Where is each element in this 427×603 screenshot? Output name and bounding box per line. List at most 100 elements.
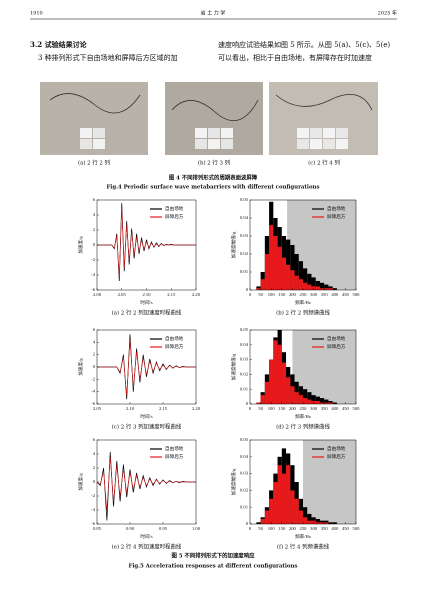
spectrum-bar: [260, 279, 265, 290]
spectrum-bar: [264, 381, 270, 404]
y-tick-label: 0.04: [240, 342, 249, 347]
y-tick-label: 0.03: [240, 233, 249, 238]
journal-name: 岩 土 力 学: [201, 10, 226, 17]
spectrum-bar: [260, 518, 265, 524]
x-tick-label: 300: [310, 526, 318, 531]
spectrum-bar: [303, 507, 308, 524]
shaded-region: [303, 440, 356, 524]
spectrum-bar: [307, 399, 312, 404]
y-tick-label: 0: [246, 401, 249, 406]
spectrum-bar: [290, 270, 295, 290]
y-tick-label: 6: [93, 437, 96, 442]
x-tick-label: 100: [268, 526, 276, 531]
x-tick-label: 200: [289, 406, 297, 411]
y-axis-label: 加速度幅值/g: [230, 231, 237, 258]
spectrum-bar: [303, 268, 308, 290]
x-tick-label: 0: [249, 406, 252, 411]
x-tick-label: 200: [289, 292, 297, 297]
y-tick-label: -4: [91, 507, 96, 512]
x-tick-label: 250: [300, 406, 308, 411]
legend-label: 自由场地: [165, 205, 184, 212]
y-tick-label: 0.01: [240, 269, 249, 274]
spectrum-bar: [315, 286, 320, 290]
spectrum-bar: [315, 401, 320, 404]
x-axis-label: 时间/s: [140, 299, 152, 306]
y-tick-label: 0.01: [240, 386, 249, 391]
y-tick-label: 2: [93, 352, 96, 357]
spectrum-bar: [269, 225, 274, 290]
x-tick-label: 2.05: [93, 406, 102, 411]
x-tick-label: 400: [331, 526, 339, 531]
x-tick-label: 400: [331, 292, 339, 297]
x-axis-label: 频率/Hz: [295, 413, 311, 420]
paragraph-line: 可以看出，相比于自由场地，有屏障存在时加速度: [218, 53, 372, 62]
spectrum-bar: [319, 282, 325, 290]
spectrum-bar: [315, 518, 320, 524]
spectrum-bar: [273, 236, 278, 290]
x-axis-label: 频率/Hz: [295, 533, 311, 540]
x-tick-label: 2.15: [167, 292, 176, 297]
x-tick-label: 300: [310, 406, 318, 411]
figure-caption: 图 4 不同排列形式的周期表面波屏障: [169, 174, 258, 182]
spectrum-bar: [324, 522, 329, 524]
x-tick-label: 0: [249, 526, 252, 531]
spectrum-bar: [307, 284, 312, 290]
y-tick-label: 0.05: [240, 437, 249, 442]
x-tick-label: 300: [310, 292, 318, 297]
x-tick-label: 0: [249, 292, 252, 297]
spectrum-bar: [281, 473, 287, 524]
x-tick-label: 0.85: [93, 526, 102, 531]
legend-label: 屏障后方: [165, 343, 184, 350]
y-tick-label: 0: [246, 521, 249, 526]
x-tick-label: 100: [268, 406, 276, 411]
legend-label: 屏障后方: [327, 213, 346, 220]
spectrum-bar: [273, 340, 278, 404]
x-tick-label: 50: [258, 406, 263, 411]
spectrum-bar: [269, 498, 274, 524]
y-tick-label: -2: [91, 257, 96, 262]
x-tick-label: 150: [278, 292, 286, 297]
spectrum-bar: [260, 395, 265, 404]
x-tick-label: 350: [321, 406, 329, 411]
x-tick-label: 450: [342, 292, 350, 297]
x-axis-label: 时间/s: [140, 533, 152, 540]
figure-caption: Fig.5 Acceleration responses at differen…: [129, 564, 298, 570]
x-tick-label: 2.10: [142, 292, 151, 297]
y-tick-label: 0: [93, 364, 96, 369]
x-tick-label: 50: [258, 292, 263, 297]
y-tick-label: -6: [91, 287, 96, 292]
subfigure-caption: (a) 2 行 2 列: [78, 159, 110, 167]
figure-caption: Fig.4 Periodic surface wave metabarriers…: [106, 185, 319, 191]
x-tick-label: 500: [353, 406, 361, 411]
y-tick-label: 0: [93, 479, 96, 484]
spectrum-bar: [298, 279, 303, 290]
spectrum-bar: [319, 402, 325, 404]
page-number: 1910: [30, 11, 43, 17]
x-tick-label: 2.20: [192, 292, 201, 297]
x-tick-label: 350: [321, 292, 329, 297]
y-axis-label: 加速度幅值/g: [230, 468, 237, 495]
y-tick-label: -2: [91, 376, 96, 381]
spectrum-bar: [298, 510, 303, 524]
spectrum-bar: [303, 398, 308, 404]
y-tick-label: 0.03: [240, 357, 249, 362]
paragraph-line: 3 种排列形式下自由场地和屏障后方区域的加: [38, 53, 178, 62]
x-tick-label: 450: [342, 406, 350, 411]
subfigure-caption: (b) 2 行 3 列: [198, 159, 230, 167]
x-tick-label: 100: [268, 292, 276, 297]
spectrum-bar: [269, 359, 274, 404]
x-tick-label: 2.15: [159, 406, 168, 411]
figure-caption: 图 5 不同排列形式下的加速度响应: [172, 552, 256, 560]
section-title: 3.2 试验结果讨论: [30, 40, 88, 49]
y-tick-label: 0.03: [240, 471, 249, 476]
x-tick-label: 250: [300, 526, 308, 531]
data-line: [96, 451, 196, 521]
spectrum-bar: [298, 395, 303, 404]
spectrum-bar: [277, 465, 282, 524]
spectrum-bar: [281, 362, 287, 404]
paragraph-line: 速度响应试验结果如图 5 所示。从图 5(a)、5(c)、5(e): [218, 40, 390, 49]
x-axis-label: 时间/s: [140, 413, 152, 420]
y-tick-label: 0.02: [240, 251, 249, 256]
photo: [40, 82, 148, 155]
subfigure-caption: (d) 2 行 3 列频谱曲线: [276, 423, 330, 431]
